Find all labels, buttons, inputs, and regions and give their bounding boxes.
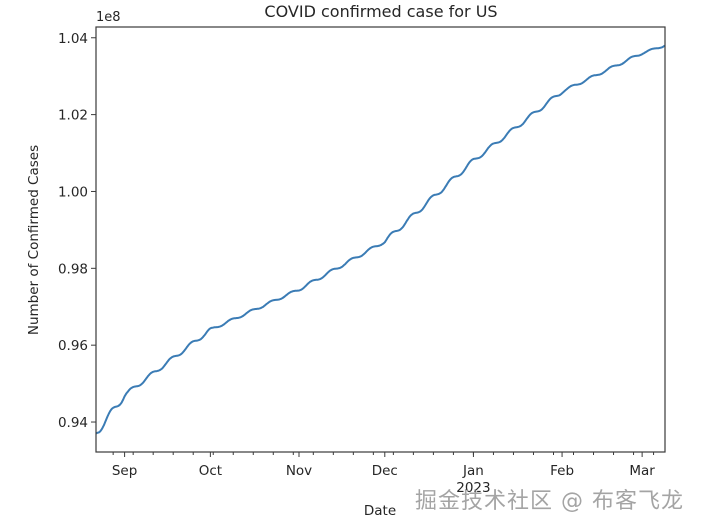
y-axis: 0.94 0.96 0.98 1.00 1.02 1.04 <box>58 31 96 431</box>
y-tick-label: 0.94 <box>58 415 88 431</box>
watermark: 掘金技术社区 @ 布客飞龙 <box>415 489 684 514</box>
x-tick-label: Feb <box>550 463 574 479</box>
y-tick-label: 1.04 <box>58 31 88 47</box>
plot-area <box>95 44 666 435</box>
x-tick-label: Sep <box>112 463 137 479</box>
chart-title: COVID confirmed case for US <box>264 2 497 21</box>
x-tick-label: Oct <box>199 463 222 479</box>
x-tick-label: Mar <box>629 463 655 479</box>
y-tick-label: 1.02 <box>58 108 88 124</box>
x-tick-year-label: 2023 <box>456 480 490 496</box>
x-tick-label: Jan <box>462 463 484 479</box>
y-axis-label: Number of Confirmed Cases <box>26 145 42 335</box>
x-tick-label: Nov <box>286 463 312 479</box>
axes-frame <box>95 26 666 453</box>
y-offset-label: 1e8 <box>96 10 121 25</box>
series-line <box>95 44 666 435</box>
y-tick-label: 1.00 <box>58 184 88 200</box>
x-tick-label: Dec <box>372 463 398 479</box>
y-tick-label: 0.98 <box>58 261 88 277</box>
x-axis-label: Date <box>364 503 396 519</box>
y-tick-label: 0.96 <box>58 338 88 354</box>
